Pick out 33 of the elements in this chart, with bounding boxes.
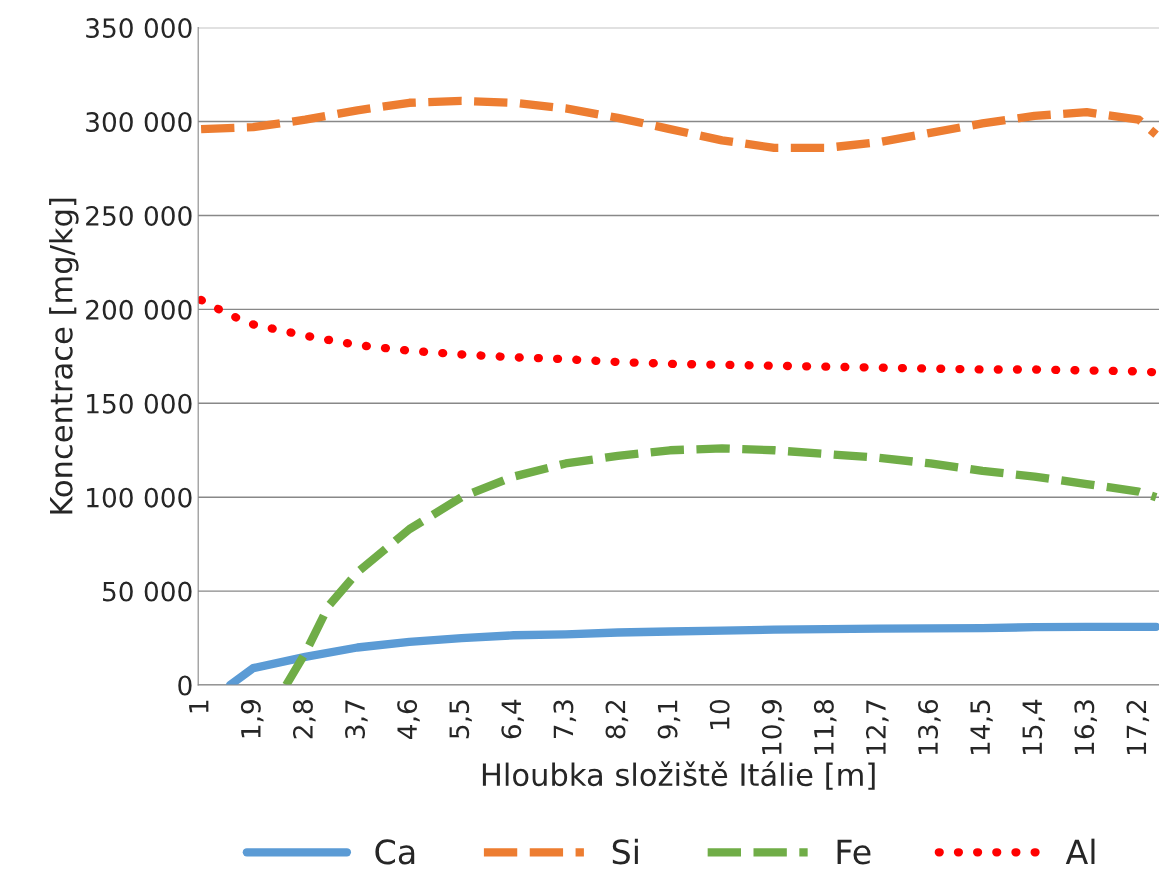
y-tick-label: 0: [178, 675, 192, 696]
y-tick-label: 300 000: [86, 112, 192, 132]
x-tick-label: 17,2: [1126, 700, 1150, 755]
x-tick-label: 13,6: [918, 699, 941, 755]
x-axis-title: Hloubka složiště Itálie [m]: [482, 761, 875, 790]
legend-label: Si: [612, 838, 638, 865]
x-tick-label: 4,6: [397, 699, 420, 739]
x-tick-label: 12,7: [865, 700, 889, 755]
x-tick-label: 11,8: [813, 700, 837, 755]
x-tick-label: 1,9: [240, 700, 264, 738]
x-tick-label: 3,7: [345, 700, 368, 739]
y-tick-label: 350 000: [86, 18, 192, 39]
x-tick-label: 6,4: [501, 699, 524, 739]
legend-label: Fe: [837, 839, 871, 865]
x-tick-label: 9,1: [657, 700, 681, 739]
x-tick-label: 10: [709, 700, 730, 729]
x-tick-label: 7,3: [553, 700, 577, 739]
x-tick-label: 8,2: [605, 700, 629, 739]
x-tick-label: 5,5: [449, 700, 472, 739]
y-axis-title: Koncentrace [mg/kg]: [49, 198, 79, 514]
x-tick-label: 10,9: [761, 700, 785, 755]
legend-label: Ca: [375, 839, 415, 865]
y-tick-label: 150 000: [87, 393, 192, 414]
x-tick-label: 16,3: [1074, 700, 1097, 755]
x-tick-label: 1: [189, 700, 209, 713]
x-tick-label: 14,5: [970, 700, 993, 755]
legend-label: Al: [1065, 838, 1095, 864]
x-tick-label: 15,4: [1022, 699, 1045, 755]
y-tick-label: 200 000: [86, 299, 192, 320]
y-tick-label: 100 000: [87, 487, 192, 508]
y-tick-label: 250 000: [86, 205, 192, 226]
x-tick-label: 2,8: [292, 700, 316, 739]
y-tick-label: 50 000: [103, 581, 192, 602]
